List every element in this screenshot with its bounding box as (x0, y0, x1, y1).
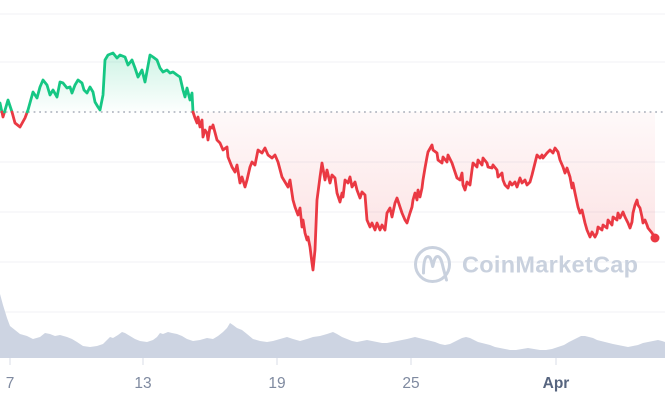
gain-area-fill (0, 53, 655, 112)
price-line-up-segment (3, 98, 14, 114)
last-price-marker (650, 233, 660, 243)
watermark-brand-text: CoinMarketCap (462, 252, 638, 278)
coinmarketcap-logo-icon (414, 246, 451, 283)
loss-area-fill (0, 112, 655, 270)
price-line-down-segment (191, 110, 657, 272)
price-line (0, 51, 657, 272)
price-line-up-segment (25, 51, 195, 114)
last-price-dot (650, 233, 660, 243)
price-area-fills (0, 53, 655, 270)
volume-area (0, 294, 665, 358)
coinmarketcap-watermark: CoinMarketCap (414, 246, 638, 283)
volume-silhouette (0, 294, 665, 358)
price-line-up-segment (0, 101, 4, 114)
price-line-down-segment (10, 110, 29, 129)
price-line-down-segment (0, 110, 6, 119)
x-axis-tick-marks (9, 358, 557, 365)
